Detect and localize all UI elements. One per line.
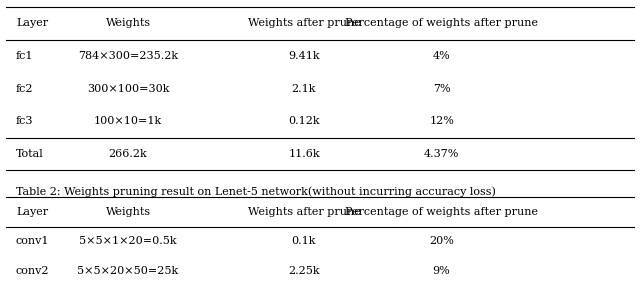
Text: 0.12k: 0.12k (288, 116, 320, 126)
Text: conv1: conv1 (16, 236, 49, 246)
Text: 12%: 12% (429, 116, 454, 126)
Text: 9.41k: 9.41k (288, 51, 320, 61)
Text: fc1: fc1 (16, 51, 33, 61)
Text: 5×5×1×20=0.5k: 5×5×1×20=0.5k (79, 236, 177, 246)
Text: 784×300=235.2k: 784×300=235.2k (78, 51, 178, 61)
Text: fc3: fc3 (16, 116, 33, 126)
Text: fc2: fc2 (16, 84, 33, 94)
Text: 11.6k: 11.6k (288, 149, 320, 159)
Text: Weights: Weights (106, 207, 150, 217)
Text: 2.25k: 2.25k (288, 266, 320, 275)
Text: Total: Total (16, 149, 44, 159)
Text: Percentage of weights after prune: Percentage of weights after prune (345, 18, 538, 28)
Text: 5×5×20×50=25k: 5×5×20×50=25k (77, 266, 179, 275)
Text: 266.2k: 266.2k (109, 149, 147, 159)
Text: Weights after prune: Weights after prune (248, 18, 360, 28)
Text: Table 2: Weights pruning result on Lenet-5 network(without incurring accuracy lo: Table 2: Weights pruning result on Lenet… (16, 186, 496, 197)
Text: 20%: 20% (429, 236, 454, 246)
Text: Layer: Layer (16, 207, 48, 217)
Text: 4%: 4% (433, 51, 451, 61)
Text: Weights after prune: Weights after prune (248, 207, 360, 217)
Text: conv2: conv2 (16, 266, 49, 275)
Text: 9%: 9% (433, 266, 451, 275)
Text: Layer: Layer (16, 18, 48, 28)
Text: 4.37%: 4.37% (424, 149, 460, 159)
Text: 7%: 7% (433, 84, 451, 94)
Text: Weights: Weights (106, 18, 150, 28)
Text: 2.1k: 2.1k (292, 84, 316, 94)
Text: 300×100=30k: 300×100=30k (87, 84, 169, 94)
Text: Percentage of weights after prune: Percentage of weights after prune (345, 207, 538, 217)
Text: 100×10=1k: 100×10=1k (94, 116, 162, 126)
Text: 0.1k: 0.1k (292, 236, 316, 246)
